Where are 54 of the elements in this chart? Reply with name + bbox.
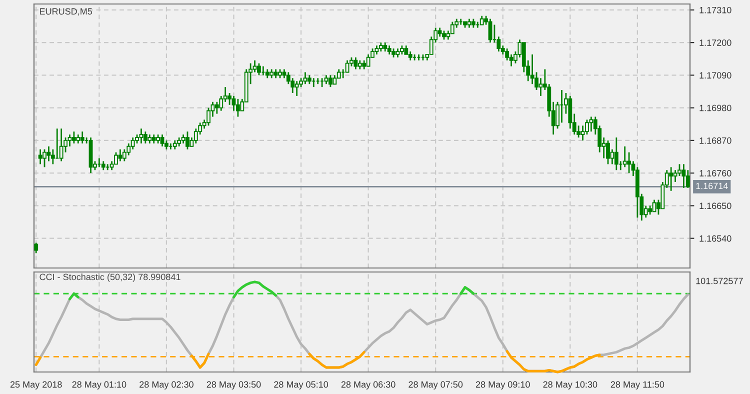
candlestick [68, 134, 72, 148]
y-tick-label: 1.17310 [700, 6, 732, 14]
y-tick-label: 1.16760 [700, 170, 732, 176]
candlestick [606, 140, 610, 165]
candlestick [538, 77, 543, 97]
candlestick [673, 169, 678, 183]
x-tick-label: 28 May 02:30 [140, 381, 194, 390]
candlestick [589, 116, 594, 132]
candlestick [34, 242, 38, 254]
text: 101.572577 [696, 278, 743, 284]
ref-line-label: 1.16714 [696, 182, 728, 190]
candlestick [257, 62, 261, 76]
candlestick [303, 72, 308, 85]
candlestick [38, 148, 42, 165]
candlestick [118, 148, 122, 162]
candlestick [186, 130, 190, 150]
candlestick [42, 148, 46, 168]
candlestick [682, 163, 686, 189]
candlestick [160, 134, 164, 148]
x-tick-label: 28 May 10:30 [543, 381, 598, 390]
candlestick [72, 130, 76, 144]
candlestick [294, 80, 299, 97]
y-tick-label: 1.17090 [700, 72, 732, 79]
candlestick [366, 54, 370, 67]
y-tick-label: 1.16540 [700, 235, 732, 242]
x-tick-label: 28 May 05:10 [274, 381, 328, 390]
candlestick [580, 124, 585, 142]
candlestick [80, 130, 84, 144]
candlestick [622, 146, 627, 168]
x-tick-label: 28 May 06:30 [341, 381, 396, 390]
candlestick [614, 136, 618, 171]
candlestick [46, 146, 51, 162]
x-tick-label: 28 May 03:50 [206, 381, 261, 390]
y-tick-label: 1.16980 [700, 104, 732, 112]
candlestick [669, 166, 674, 192]
chart-title: CCI - Stochastic (50,32) 78.990841 [40, 274, 180, 282]
y-tick-label: 1.16870 [700, 137, 732, 144]
chart-title: EURUSD,M5 [40, 8, 92, 16]
candlestick [139, 128, 144, 144]
x-tick-label: 28 May 09:10 [476, 381, 530, 390]
candlestick [59, 128, 64, 162]
x-tick-label: 28 May 07:50 [408, 381, 463, 390]
y-tick-label: 1.16650 [700, 202, 732, 210]
x-tick-label: 25 May 2018 [10, 381, 62, 390]
candlestick [232, 95, 236, 112]
candlestick [236, 98, 240, 118]
candlestick [143, 130, 148, 144]
candlestick [328, 74, 332, 88]
candlestick [354, 56, 358, 70]
candlestick [214, 101, 219, 114]
y-tick-label: 1.17200 [700, 40, 732, 46]
x-tick-label: 28 May 01:10 [72, 381, 126, 390]
candlestick [627, 152, 631, 174]
x-tick-label: 28 May 11:50 [610, 381, 664, 390]
